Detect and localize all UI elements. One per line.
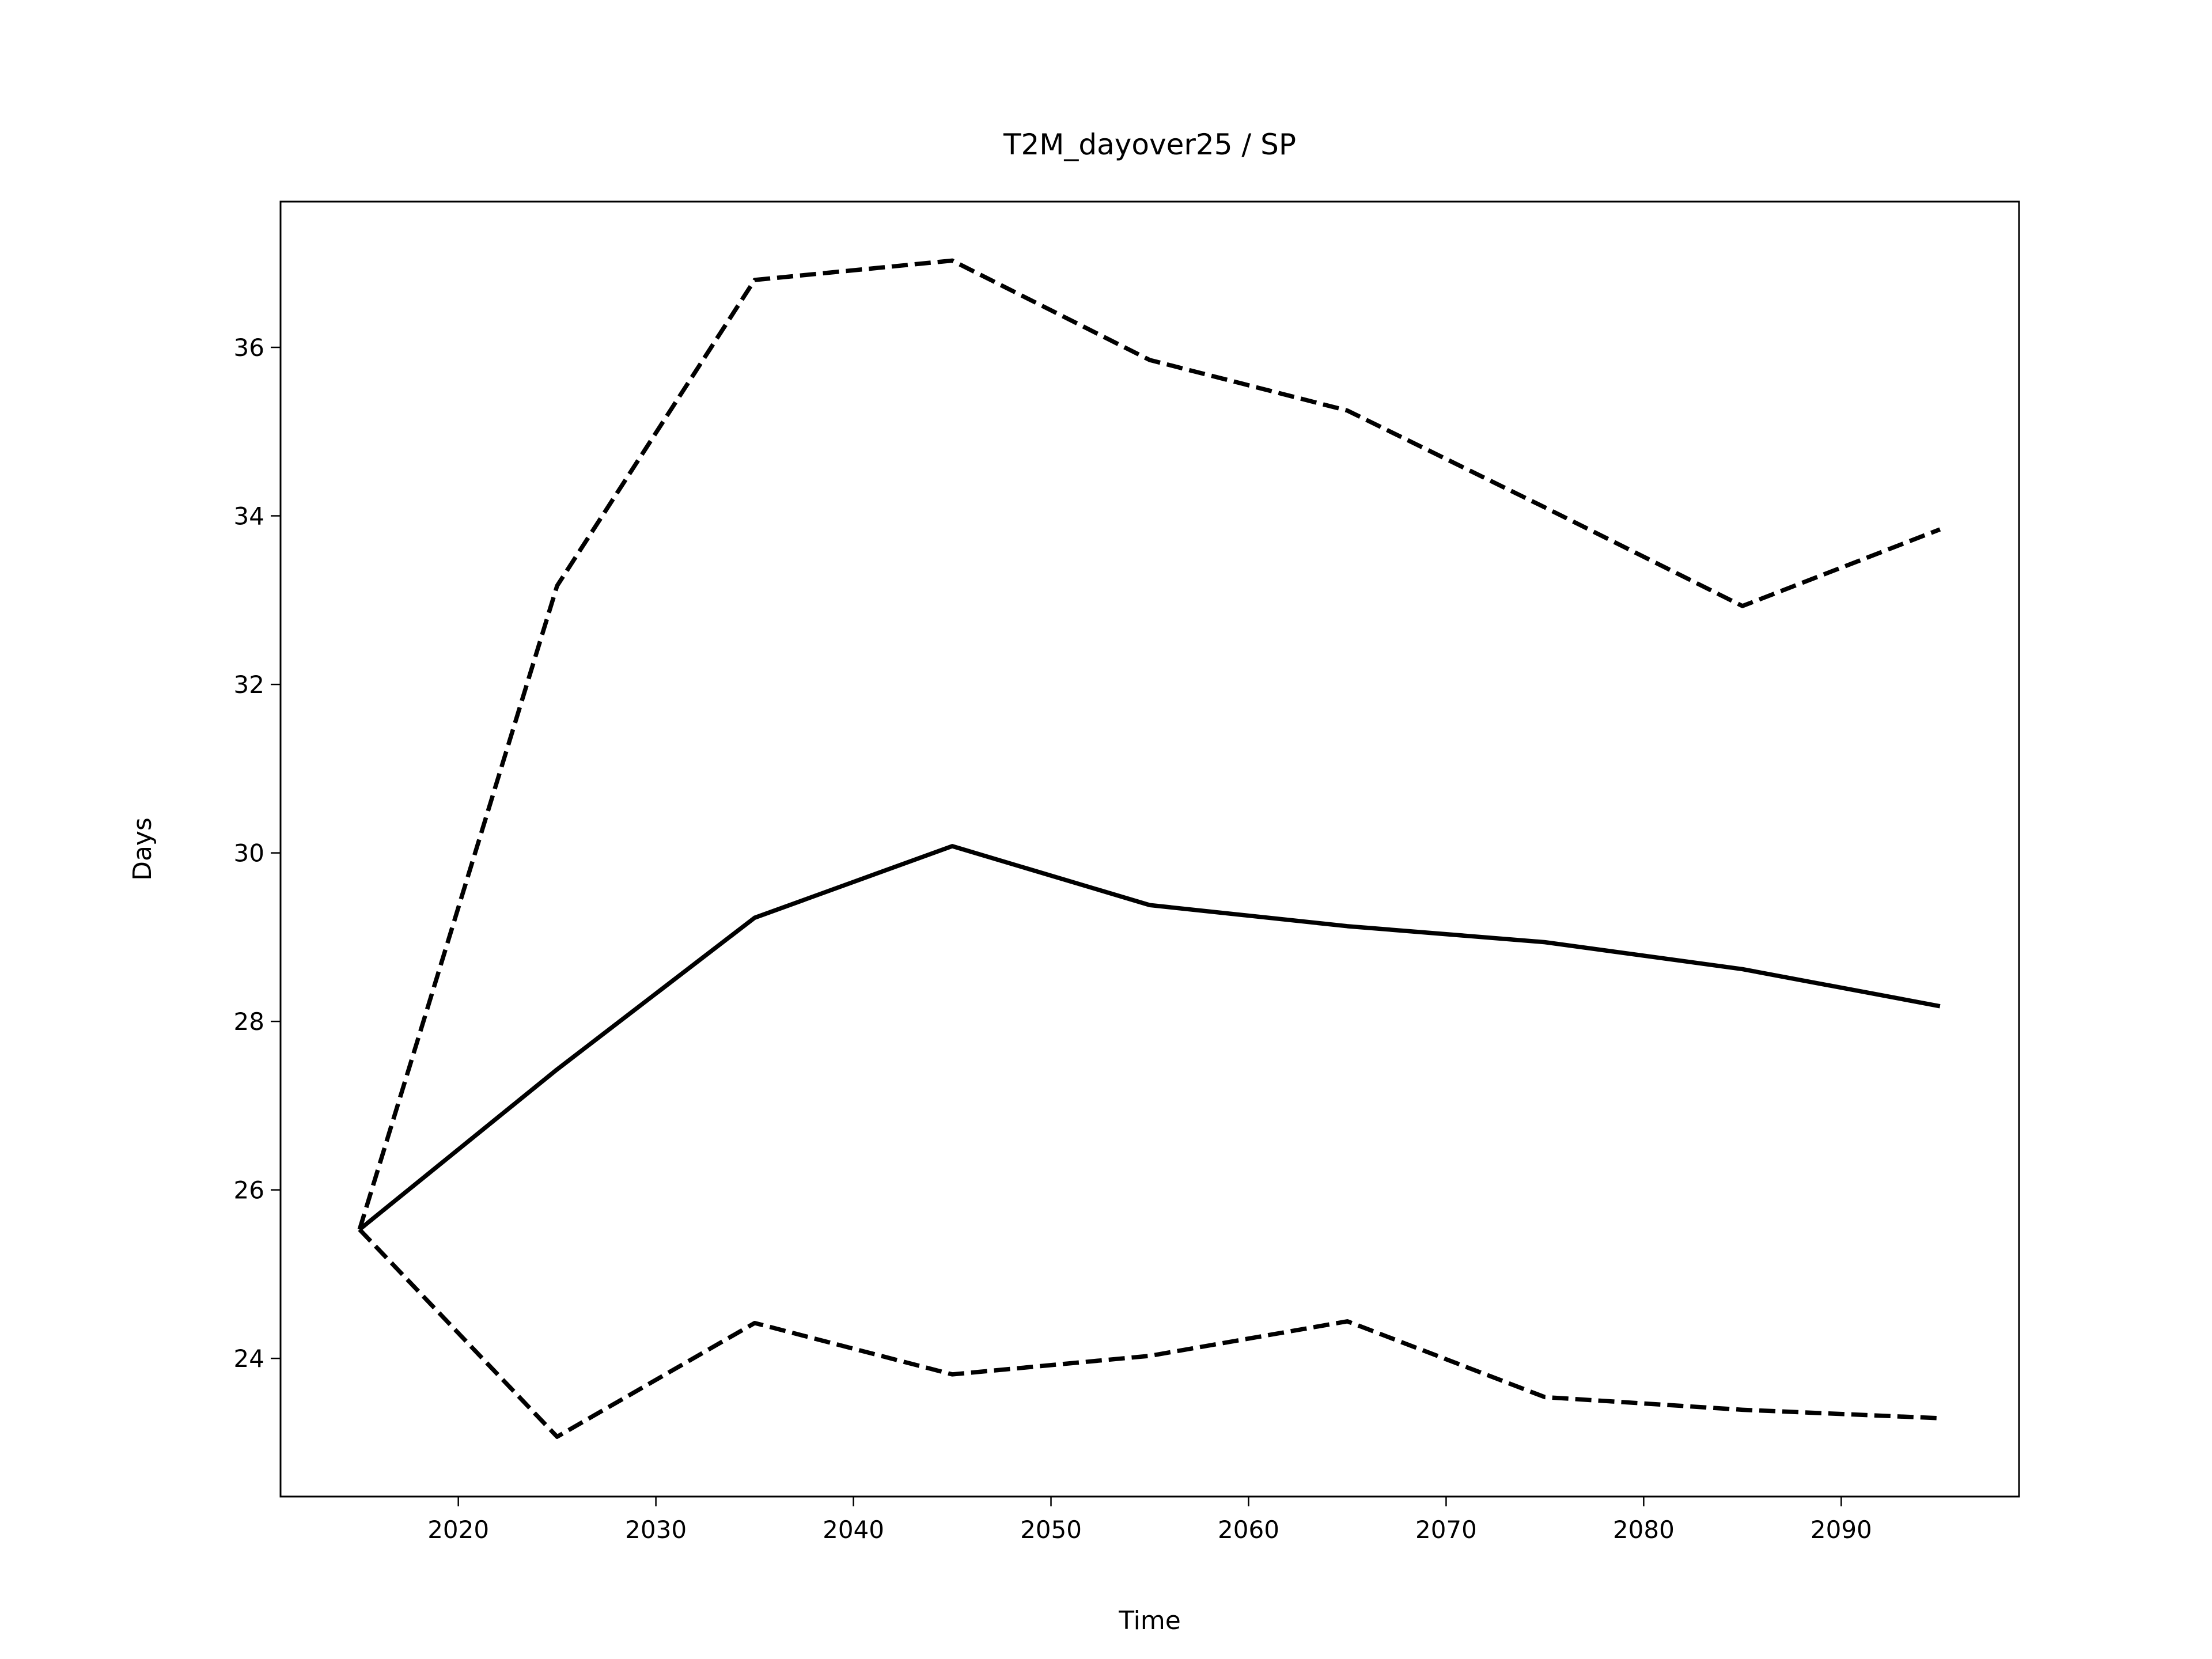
y-tick-label: 30 [234,839,264,868]
data-line [358,844,1941,1232]
data-line [357,258,1941,1230]
x-tick-label: 2030 [625,1516,687,1544]
x-tick-label: 2050 [1020,1516,1082,1544]
x-tick-label: 2040 [823,1516,884,1544]
y-axis-label: Days [128,817,157,881]
x-tick-label: 2090 [1810,1516,1872,1544]
x-tick-label: 2080 [1613,1516,1675,1544]
y-tick-label: 28 [234,1007,264,1036]
x-tick-label: 2060 [1218,1516,1279,1544]
x-tick-label: 2020 [427,1516,489,1544]
plot-frame [279,200,2020,1498]
x-axis-label: Time [1118,1606,1181,1635]
x-tick-label: 2070 [1415,1516,1477,1544]
y-tick-label: 26 [234,1176,264,1205]
y-tick-label: 32 [234,671,264,699]
y-tick-label: 34 [234,502,264,531]
y-tick-label: 36 [234,334,264,362]
chart-title: T2M_dayover25 / SP [1003,128,1296,161]
y-tick-label: 24 [234,1344,264,1373]
data-line [358,1228,1940,1439]
